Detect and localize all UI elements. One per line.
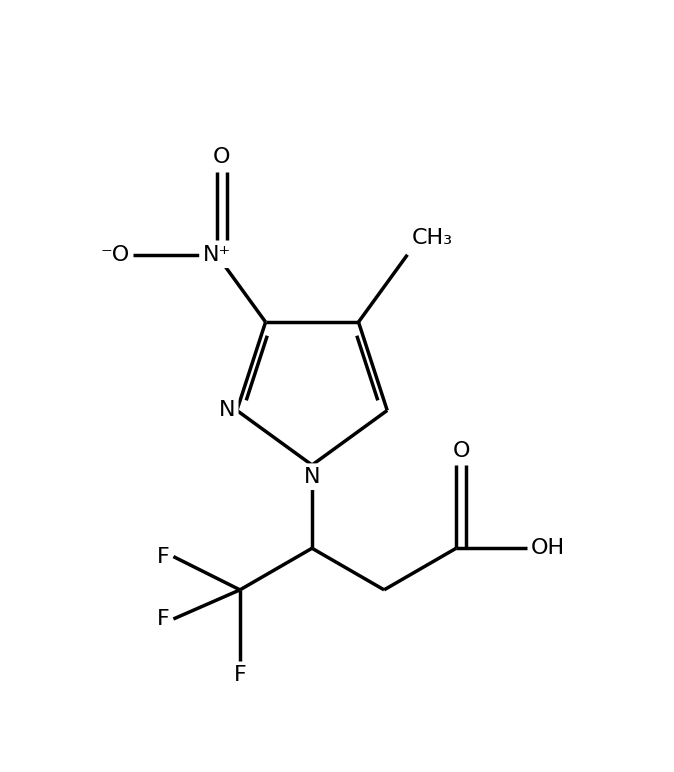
- Text: N: N: [304, 467, 320, 486]
- Text: OH: OH: [531, 538, 565, 558]
- Text: F: F: [156, 609, 169, 629]
- Text: CH₃: CH₃: [412, 228, 453, 248]
- Text: O: O: [452, 441, 470, 461]
- Text: ⁻O: ⁻O: [100, 245, 129, 265]
- Text: N: N: [218, 401, 235, 421]
- Text: F: F: [156, 547, 169, 567]
- Text: O: O: [213, 147, 231, 168]
- Text: N⁺: N⁺: [203, 245, 231, 265]
- Text: F: F: [234, 665, 247, 685]
